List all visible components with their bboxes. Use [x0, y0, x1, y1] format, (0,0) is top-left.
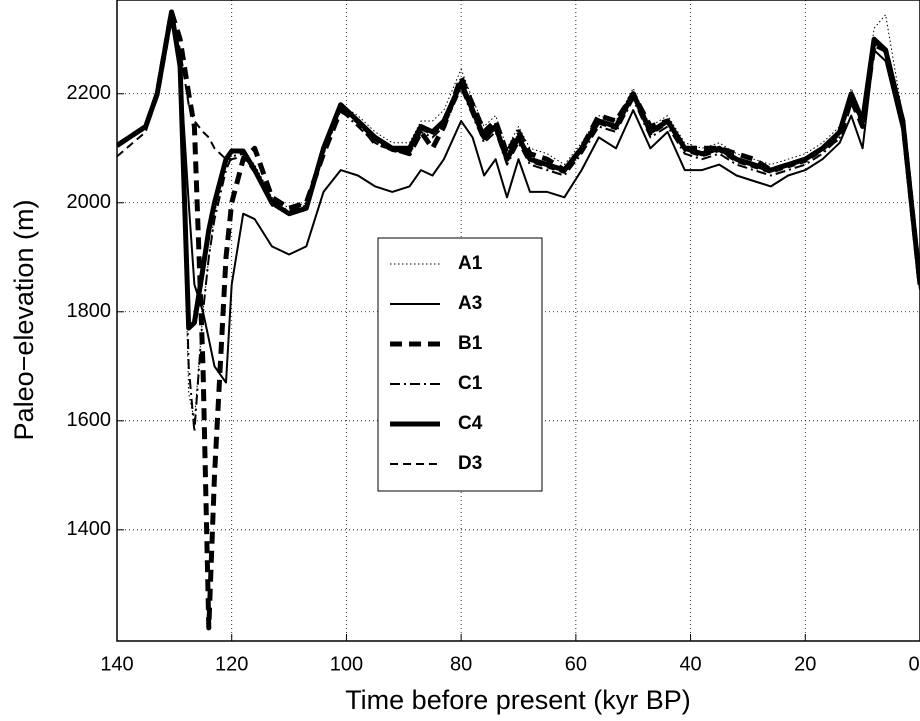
- data-line: [117, 11, 920, 288]
- legend: A1 A3 B1 C1 C4 D3: [377, 237, 543, 492]
- y-tick-label: 2200: [67, 82, 112, 104]
- y-axis-label: Paleo−elevation (m): [9, 200, 39, 441]
- x-tick-label: 60: [565, 653, 587, 675]
- x-tick-label: 80: [450, 653, 472, 675]
- data-line: [117, 9, 920, 331]
- y-tick-label: 1400: [67, 518, 112, 540]
- y-tick-label: 1800: [67, 300, 112, 322]
- data-line: [117, 11, 920, 433]
- legend-label: A3: [458, 293, 482, 314]
- legend-label: A1: [458, 253, 483, 274]
- y-tick-label: 2000: [67, 191, 112, 213]
- x-axis-label: Time before present (kyr BP): [345, 685, 691, 715]
- x-tick-label: 140: [100, 653, 133, 675]
- x-tick-label: 0: [908, 653, 919, 675]
- legend-label: D3: [458, 453, 482, 474]
- legend-box: [377, 237, 543, 492]
- x-tick-label: 120: [215, 653, 248, 675]
- plot-frame: [116, 0, 920, 642]
- x-tick-label: 20: [794, 653, 816, 675]
- y-tick-label: 1600: [67, 409, 112, 431]
- legend-label: C1: [458, 373, 483, 394]
- x-tick-label: 40: [679, 653, 701, 675]
- legend-label: B1: [458, 333, 483, 354]
- legend-label: C4: [458, 413, 483, 434]
- x-tick-label: 100: [330, 653, 363, 675]
